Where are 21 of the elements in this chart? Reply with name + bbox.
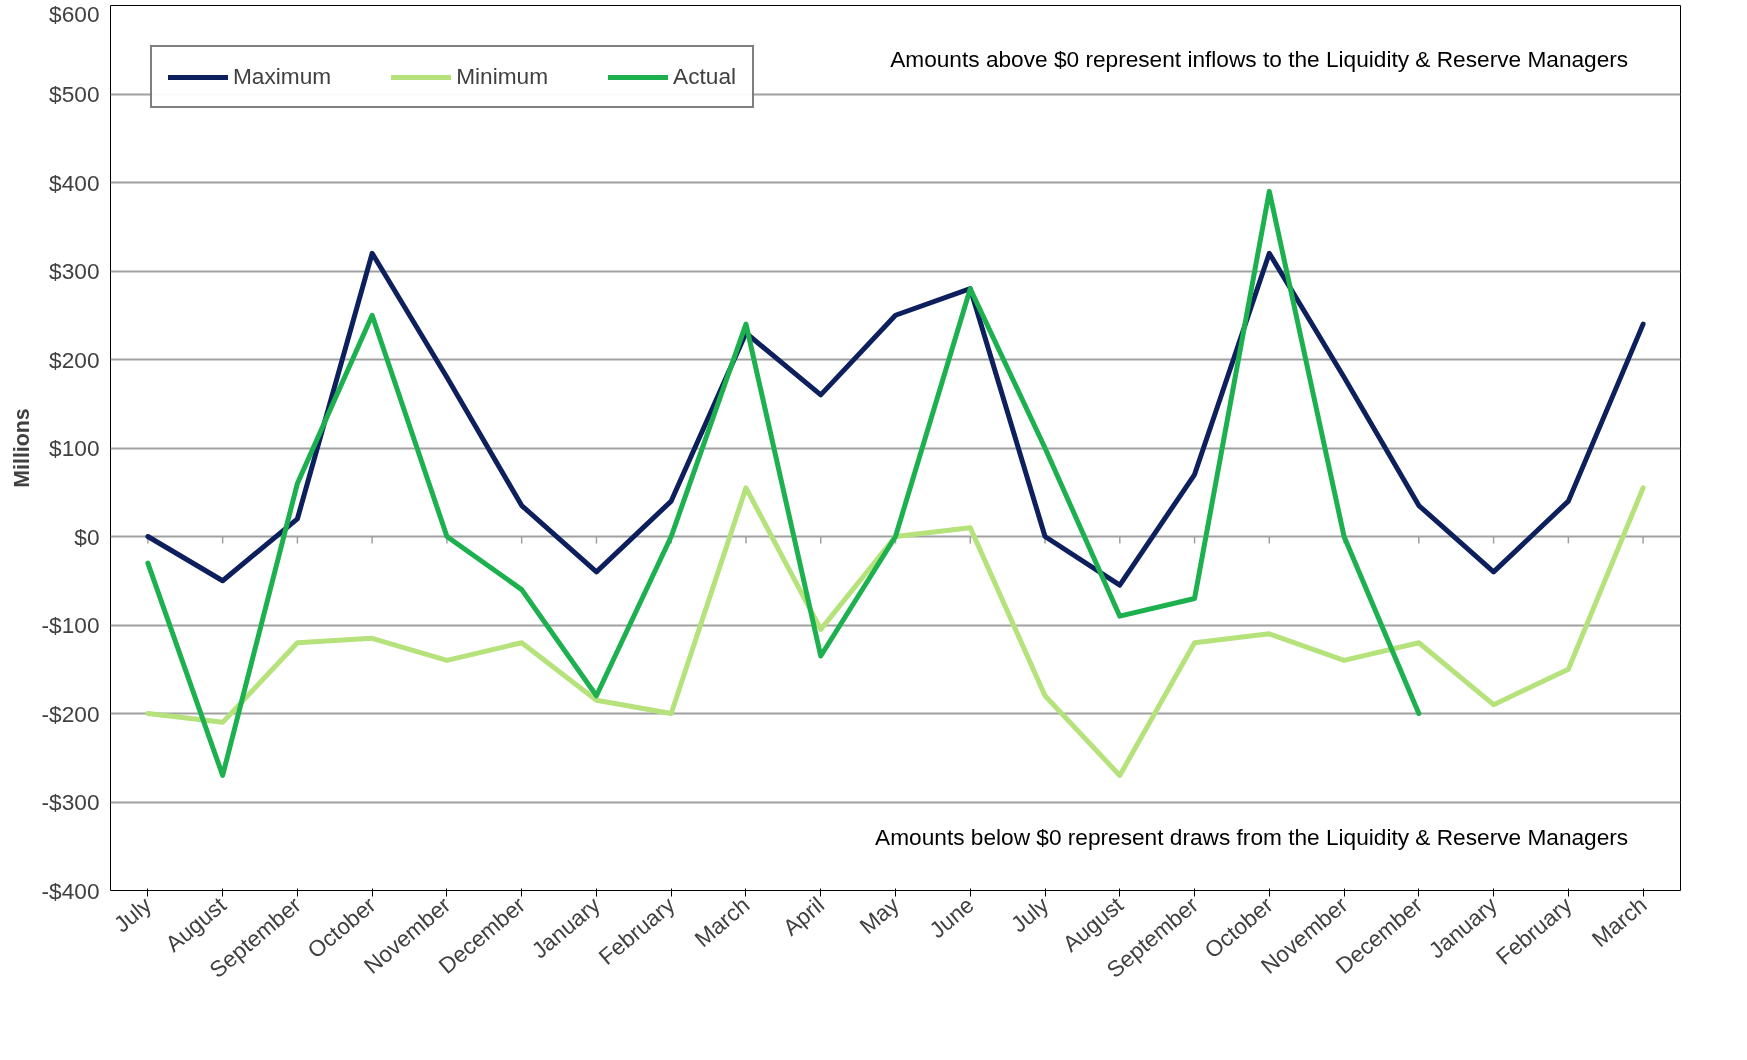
legend-label: Actual xyxy=(673,63,737,90)
x-tick-label: July xyxy=(1005,891,1054,938)
y-axis-title: Millions xyxy=(9,408,34,488)
y-tick-label: $500 xyxy=(49,81,100,107)
y-tick-label: $600 xyxy=(49,0,100,27)
x-tick-label: July xyxy=(108,891,157,938)
x-tick-label: June xyxy=(924,891,979,944)
y-tick-label: $200 xyxy=(49,346,100,373)
y-tick-label: $400 xyxy=(49,169,100,196)
y-tick-label: $300 xyxy=(49,258,100,284)
x-tick-label: May xyxy=(854,891,905,940)
y-tick-label: $100 xyxy=(49,435,100,461)
y-tick-label: -$300 xyxy=(41,789,100,815)
annotation: Amounts below $0 represent draws from the Liquidity & Reserve Managers xyxy=(875,824,1629,851)
annotation: Amounts above $0 represent inflows to the Liquidity & Reserve Managers xyxy=(890,45,1629,72)
y-tick-label: $0 xyxy=(74,523,100,550)
legend-label: Minimum xyxy=(456,63,549,90)
y-tick-label: -$100 xyxy=(41,612,100,638)
y-tick-label: -$400 xyxy=(41,877,100,904)
legend-label: Maximum xyxy=(233,63,332,90)
y-tick-label: -$200 xyxy=(41,700,100,727)
